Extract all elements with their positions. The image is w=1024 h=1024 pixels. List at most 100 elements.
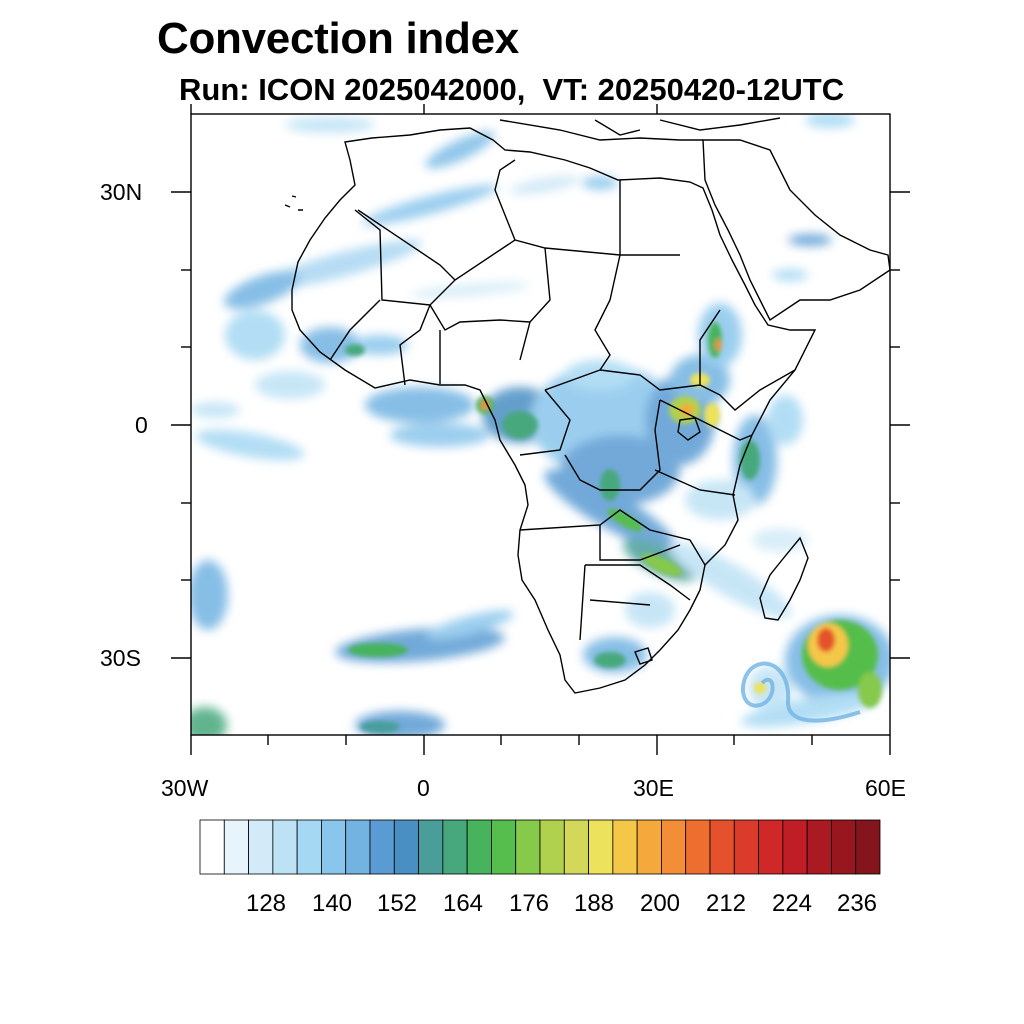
convection-area	[195, 429, 305, 461]
colorbar-box	[782, 819, 808, 875]
convection-area	[425, 131, 495, 169]
convection-core	[502, 411, 538, 439]
convection-core	[348, 643, 408, 657]
convection-core	[740, 440, 760, 480]
mediterranean-coast	[499, 119, 703, 141]
convection-core	[594, 652, 626, 668]
colorbar-box	[733, 819, 759, 875]
colorbar-box	[466, 819, 492, 875]
convection-core	[858, 672, 882, 708]
convection-area	[224, 271, 300, 309]
y-tick-label-30s: 30S	[100, 645, 141, 671]
colorbar-label: 152	[376, 890, 418, 917]
colorbar-box	[442, 819, 468, 875]
x-tick-label-30w: 30W	[161, 775, 209, 801]
map-subtitle: Run: ICON 2025042000, VT: 20250420-12UTC	[179, 72, 845, 107]
convection-area	[788, 234, 832, 246]
colorbar-box	[369, 819, 395, 875]
colorbar-box	[272, 819, 298, 875]
convection-area	[390, 423, 490, 447]
colorbar-label: 128	[245, 890, 287, 917]
coastlines	[284, 117, 890, 694]
colorbar-box	[612, 819, 638, 875]
colorbar-box	[661, 819, 687, 875]
colorbar-box	[321, 819, 347, 875]
convection-area	[565, 360, 635, 390]
convection-area	[741, 693, 879, 727]
lake-victoria-outline	[677, 417, 701, 441]
colorbar-box	[758, 819, 784, 875]
colorbar-box	[563, 819, 589, 875]
convection-area	[191, 560, 228, 630]
convection-area	[362, 184, 498, 226]
colorbar-box	[296, 819, 322, 875]
convection-area	[285, 117, 375, 133]
arabia-outline	[702, 139, 890, 322]
convection-area	[805, 114, 855, 128]
convection-area	[410, 282, 530, 298]
convection-area	[582, 176, 618, 190]
map-title: Convection index	[157, 14, 519, 63]
convection-area	[191, 707, 227, 735]
convection-area	[300, 327, 360, 363]
x-tick-label-0: 0	[417, 775, 430, 801]
colorbar-label: 200	[639, 890, 681, 917]
canary-islands	[284, 195, 303, 211]
colorbar-box	[588, 819, 614, 875]
convection-area	[685, 480, 755, 520]
madagascar-outline	[759, 536, 809, 621]
colorbar-box	[199, 819, 225, 875]
convection-area	[191, 402, 240, 418]
y-tick-label-30n: 30N	[100, 179, 143, 205]
convection-area	[225, 310, 285, 360]
colorbar-label: 140	[311, 890, 353, 917]
convection-core	[600, 469, 620, 501]
convection-area	[426, 610, 514, 640]
colorbar-label: 176	[508, 890, 550, 917]
colorbar-box	[223, 819, 249, 875]
convection-core	[754, 682, 766, 694]
x-tick-label-60e: 60E	[865, 775, 906, 801]
convection-core	[607, 508, 643, 532]
colorbar-box	[539, 819, 565, 875]
colorbar-box	[855, 819, 881, 875]
convection-core	[641, 553, 683, 577]
convection-core	[360, 721, 400, 733]
colorbar-label: 212	[705, 890, 747, 917]
convection-area	[625, 592, 675, 628]
colorbar-label: 164	[442, 890, 484, 917]
colorbar-box	[709, 819, 735, 875]
colorbar-box	[831, 819, 857, 875]
colorbar-box	[515, 819, 541, 875]
convection-area	[772, 269, 808, 281]
colorbar-box	[418, 819, 444, 875]
colorbar-label: 236	[836, 890, 878, 917]
colorbar-label: 224	[771, 890, 813, 917]
convection-area	[255, 371, 325, 399]
colorbar-box	[345, 819, 371, 875]
convection-core	[704, 403, 720, 427]
africa-coastline	[291, 127, 817, 694]
convection-area	[365, 387, 475, 423]
y-tick-label-0: 0	[135, 412, 148, 438]
convection-area	[752, 528, 808, 552]
colorbar-box	[491, 819, 517, 875]
colorbar-box	[393, 819, 419, 875]
lesotho-outline	[634, 647, 653, 665]
colorbar-box	[248, 819, 274, 875]
x-tick-label-30e: 30E	[633, 775, 674, 801]
tick-marks	[171, 104, 910, 755]
europe-coast	[594, 117, 781, 136]
convection-area	[352, 335, 408, 355]
colorbar-box	[806, 819, 832, 875]
convection-core	[715, 339, 721, 351]
country-borders	[329, 159, 796, 641]
convection-core	[817, 628, 835, 652]
convection-area	[767, 395, 803, 445]
colorbar-box	[636, 819, 662, 875]
cyclone-swirl	[740, 661, 861, 723]
convection-core	[680, 404, 694, 416]
colorbar-box	[685, 819, 711, 875]
convection-core	[708, 322, 722, 358]
